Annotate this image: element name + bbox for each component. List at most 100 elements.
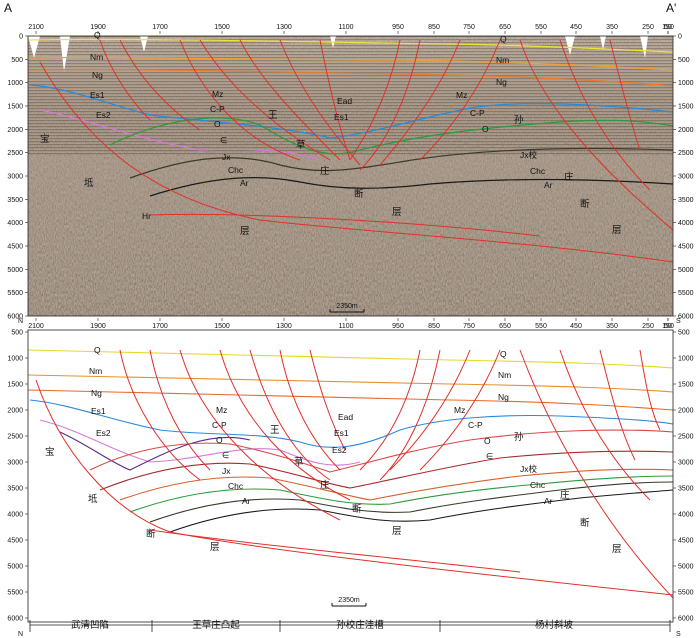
label: 庄	[564, 171, 574, 183]
label: Q	[94, 30, 101, 40]
interpretation-scale-bar: 2350m	[331, 597, 367, 607]
cdp-label: 750	[463, 323, 475, 330]
label: Jx校	[520, 150, 538, 160]
depth-label: 5500	[7, 590, 23, 597]
seismic-labels: Q Nm Ng Es1 Es2 Mz C-P O ∈ 王 Ead Es1 草 J…	[40, 30, 622, 237]
depth-label: 0	[19, 34, 23, 41]
depth-label: 5000	[678, 564, 694, 571]
depth-label: 2500	[7, 434, 23, 441]
label: Ng	[91, 388, 102, 398]
interpretation-labels: Q Nm Ng Es1 Es2 宝 坻 断 层 Mz C-P O ∈ Jx Ch…	[45, 345, 622, 555]
scale-bar-label: 2350m	[338, 597, 360, 604]
label: Nm	[90, 52, 103, 62]
depth-label: 5000	[678, 267, 694, 274]
label: 层	[612, 225, 622, 236]
south-label: S	[676, 318, 681, 325]
seismic-scale-bar: 2350m	[329, 303, 365, 313]
horizon-mz	[59, 431, 251, 471]
label: C-P	[470, 108, 485, 118]
depth-label: 500	[11, 330, 23, 337]
cdp-label: 150	[662, 323, 674, 330]
seismic-faults	[39, 39, 674, 263]
depth-label: 1000	[7, 80, 23, 87]
depth-label: 3000	[7, 460, 23, 467]
cdp-label: 950	[392, 24, 404, 31]
cdp-label: 2100	[28, 24, 44, 31]
label: 层	[392, 207, 402, 218]
label: Es2	[96, 428, 111, 438]
depth-axis-right-top: 0 500 1000 1500 2000 2500 3000 3500 4000 4500 5000…	[673, 34, 694, 321]
label: Jx校	[520, 464, 538, 474]
interpretation-panel: Q Nm Ng Es1 Es2 宝 坻 断 层 Mz C-P O ∈ Jx Ch…	[27, 330, 674, 622]
corner-label-a: A	[4, 1, 12, 15]
label: Ng	[496, 77, 507, 87]
horizon-nm	[27, 374, 674, 393]
label: 层	[612, 544, 622, 555]
depth-label: 2000	[7, 127, 23, 134]
south-label-bottom: S	[676, 631, 681, 638]
cdp-label: 450	[570, 323, 582, 330]
label: 断	[352, 503, 362, 515]
cdp-label: 650	[499, 323, 511, 330]
label: Q	[94, 345, 101, 355]
cdp-label: 850	[428, 323, 440, 330]
depth-label: 3500	[678, 197, 694, 204]
depth-label: 4000	[7, 220, 23, 227]
depth-label: 500	[11, 57, 23, 64]
depth-label: 0	[678, 34, 682, 41]
horizon-ng	[27, 389, 674, 411]
cdp-label: 1700	[152, 24, 168, 31]
cdp-label: 750	[463, 24, 475, 31]
label: Chc	[530, 166, 546, 176]
label: ∈	[486, 451, 493, 461]
cdp-label: 1300	[276, 323, 292, 330]
depth-label: 2000	[678, 127, 694, 134]
label: Es1	[90, 90, 105, 100]
label: C-P	[468, 420, 483, 430]
label: 庄	[560, 489, 570, 501]
label: Ng	[498, 392, 509, 402]
region-label: 王草庄凸起	[192, 619, 240, 631]
depth-label: 3500	[7, 486, 23, 493]
label: O	[214, 119, 221, 129]
label: 草	[294, 456, 304, 468]
interpretation-faults	[35, 349, 674, 599]
label: O	[216, 435, 223, 445]
label: Es1	[334, 428, 349, 438]
label: Jx	[222, 152, 231, 162]
label: 宝	[45, 446, 55, 458]
label: O	[484, 436, 491, 446]
depth-label: 500	[678, 57, 690, 64]
cdp-label: 350	[606, 24, 618, 31]
depth-label: 3000	[7, 174, 23, 181]
depth-label: 6000	[678, 616, 694, 623]
label: Ar	[242, 496, 251, 506]
cdp-label: 550	[535, 323, 547, 330]
label: 断	[580, 198, 590, 210]
label: Nm	[89, 366, 102, 376]
depth-label: 2500	[678, 150, 694, 157]
depth-label: 1000	[678, 356, 694, 363]
horizon-es2	[39, 419, 361, 466]
label: 层	[392, 526, 402, 537]
north-label-bottom: N	[18, 631, 23, 638]
label: 孙	[514, 431, 524, 443]
depth-label: 1500	[678, 104, 694, 111]
cdp-label: 1500	[214, 24, 230, 31]
depth-label: 4000	[7, 512, 23, 519]
label: Chc	[228, 481, 244, 491]
depth-axis-right-bottom: 500 1000 1500 2000 2500 3000 3500 4000 4500 5000 5…	[673, 330, 694, 623]
label: 王	[270, 425, 280, 436]
depth-label: 4500	[7, 244, 23, 251]
depth-label: 3500	[7, 197, 23, 204]
label: 宝	[40, 133, 50, 145]
label: Mz	[454, 405, 465, 415]
depth-label: 1500	[7, 382, 23, 389]
region-label: 杨村斜坡	[535, 619, 574, 631]
depth-label: 5500	[7, 290, 23, 297]
cdp-label: 250	[642, 323, 654, 330]
cdp-label: 250	[642, 24, 654, 31]
cdp-label: 450	[570, 24, 582, 31]
cdp-label: 50	[664, 323, 672, 330]
label: Mz	[456, 90, 467, 100]
